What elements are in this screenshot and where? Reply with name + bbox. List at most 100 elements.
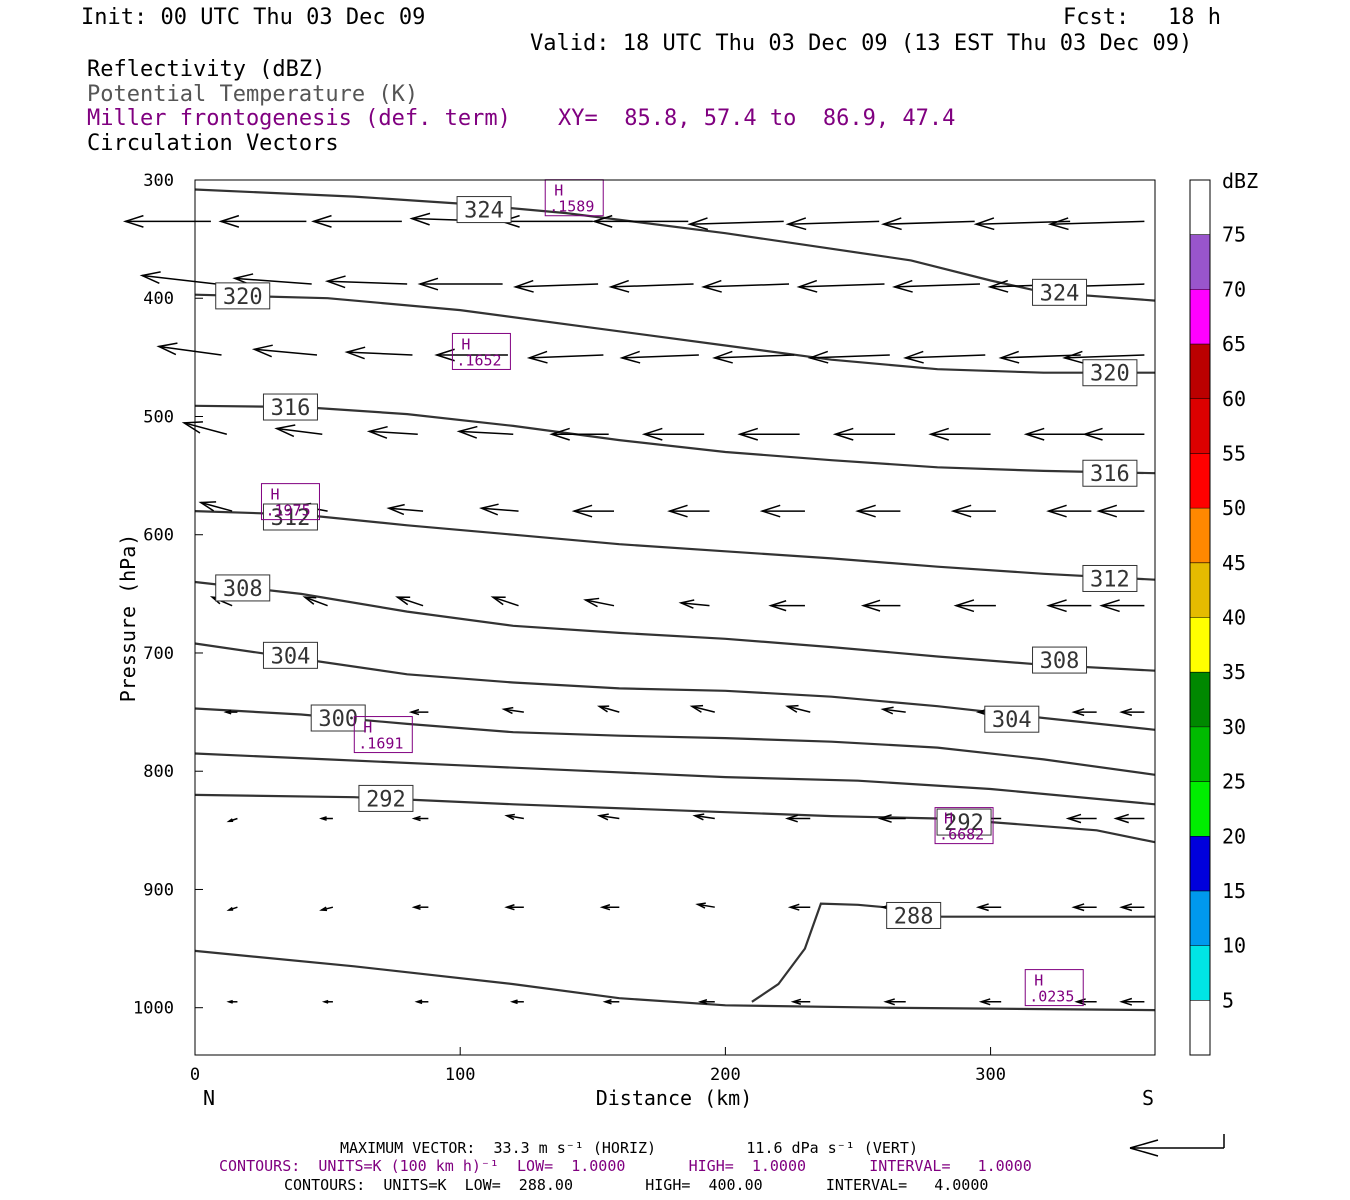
- y-axis-title: Pressure (hPa): [116, 534, 140, 703]
- circulation-vector: [571, 504, 615, 518]
- circulation-vectors: [122, 212, 1145, 1006]
- circulation-vector: [395, 596, 424, 607]
- frontogenesis-max-value: .0235: [1029, 988, 1074, 1006]
- circulation-vector: [892, 279, 980, 293]
- circulation-vector: [768, 600, 805, 612]
- colorbar-segment: [1190, 726, 1210, 782]
- circulation-vector: [678, 599, 710, 609]
- north-end-label: N: [203, 1086, 215, 1110]
- circulation-vector: [156, 342, 222, 356]
- theta-label: 304: [984, 705, 1040, 733]
- init-time: Init: 00 UTC Thu 03 Dec 09: [81, 5, 426, 30]
- colorbar-label: 75: [1222, 223, 1246, 247]
- circulation-vector: [602, 999, 620, 1005]
- circulation-vector: [490, 596, 519, 607]
- circulation-vector: [953, 599, 996, 613]
- frontogenesis-max-label: H: [461, 335, 470, 353]
- svg-text:304: 304: [992, 708, 1032, 733]
- circulation-vector: [785, 704, 811, 713]
- frontogenesis-contour-info: CONTOURS: UNITS=K (100 km h)⁻¹ LOW= 1.00…: [219, 1157, 1032, 1175]
- circulation-vector: [975, 903, 1002, 912]
- frontogenesis-max: H.1691: [353, 716, 413, 754]
- svg-text:320: 320: [1090, 362, 1130, 387]
- theta-label: 292: [358, 784, 414, 812]
- circulation-vector: [223, 709, 238, 715]
- circulation-vector: [1113, 813, 1145, 824]
- svg-text:324: 324: [1040, 281, 1080, 306]
- colorbar-label: 40: [1222, 606, 1246, 630]
- circulation-vector: [883, 998, 906, 1006]
- circulation-vector: [591, 214, 689, 228]
- frontogenesis-max-label: H: [270, 486, 279, 504]
- circulation-vector: [998, 350, 1081, 364]
- circulation-vector: [687, 217, 784, 231]
- circulation-vector: [784, 814, 811, 823]
- circulation-vector: [456, 425, 514, 439]
- circulation-vector: [599, 904, 620, 911]
- circulation-vector: [226, 817, 238, 823]
- circulation-vector: [1023, 427, 1087, 441]
- colorbar-label: 5: [1222, 988, 1234, 1012]
- svg-text:292: 292: [366, 787, 406, 812]
- theta-contours: [194, 188, 1156, 1012]
- cross-section-endpoints: XY= 85.8, 57.4 to 86.9, 47.4: [558, 106, 956, 131]
- theta-label: 304: [262, 641, 318, 669]
- colorbar-segment: [1190, 672, 1210, 727]
- circulation-vector: [1119, 708, 1145, 717]
- colorbar-segment: [1190, 344, 1210, 399]
- colorbar-segment: [1190, 781, 1210, 837]
- circulation-vector: [928, 427, 991, 441]
- colorbar-label: 15: [1222, 879, 1246, 903]
- circulation-vector: [1074, 998, 1097, 1006]
- x-tick-label: 300: [975, 1065, 1006, 1085]
- circulation-vector: [122, 214, 211, 228]
- circulation-vector: [807, 350, 890, 364]
- theta-contour-288: [751, 902, 1155, 1003]
- theta-label: 324: [456, 196, 512, 224]
- reflectivity-colorbar: 5 10 15 20 25 30 35 40 45 50 55 60 65 70 75: [1189, 179, 1246, 1056]
- svg-text:304: 304: [271, 644, 311, 669]
- theta-contour-308: [194, 580, 1156, 672]
- frontogenesis-max-label: H: [1034, 972, 1043, 990]
- svg-text:316: 316: [271, 396, 311, 421]
- circulation-vector: [973, 217, 1071, 231]
- colorbar-segment: [1190, 562, 1210, 618]
- circulation-vector: [417, 277, 503, 291]
- theta-label: 308: [215, 574, 271, 602]
- circulation-vector: [139, 271, 217, 285]
- x-tick-label: 200: [710, 1065, 741, 1085]
- colorbar-segment: [1190, 508, 1210, 563]
- circulation-vector: [796, 279, 885, 293]
- theta-label: 292: [936, 808, 992, 836]
- circulation-vector: [860, 599, 901, 612]
- circulation-vector: [411, 815, 429, 822]
- theta-label: 300: [310, 704, 366, 732]
- frontogenesis-max: H.1589: [544, 179, 604, 217]
- colorbar-segment: [1190, 234, 1210, 290]
- svg-text:308: 308: [223, 577, 263, 602]
- circulation-vector: [509, 999, 524, 1005]
- theta-label: 312: [1082, 564, 1138, 592]
- circulation-vector: [903, 350, 986, 364]
- circulation-vector: [1071, 903, 1097, 912]
- theta-contour-296: [194, 752, 1156, 806]
- circulation-vector: [1082, 427, 1145, 441]
- theta-label: 312: [262, 503, 318, 531]
- y-tick-label: 800: [143, 762, 174, 782]
- circulation-vector: [608, 279, 694, 293]
- contour-labels: 324 324 320 320 316 316 312 312 308 308 304 304 300 2…: [215, 196, 1138, 929]
- theta-contour-312: [194, 510, 1156, 581]
- y-tick-label: 700: [143, 644, 174, 664]
- circulation-vector: [1096, 504, 1145, 518]
- frontogenesis-max-label: H: [944, 810, 953, 828]
- circulation-vector: [226, 906, 238, 911]
- circulation-vector: [698, 999, 715, 1005]
- x-tick-label: 100: [445, 1065, 476, 1085]
- circulation-vector: [501, 706, 524, 715]
- frontogenesis-max: H.1975: [260, 483, 320, 521]
- circulation-vector: [759, 504, 805, 518]
- theta-label: 324: [1032, 278, 1088, 306]
- colorbar-label: 55: [1222, 441, 1246, 465]
- colorbar-label: 45: [1222, 551, 1246, 575]
